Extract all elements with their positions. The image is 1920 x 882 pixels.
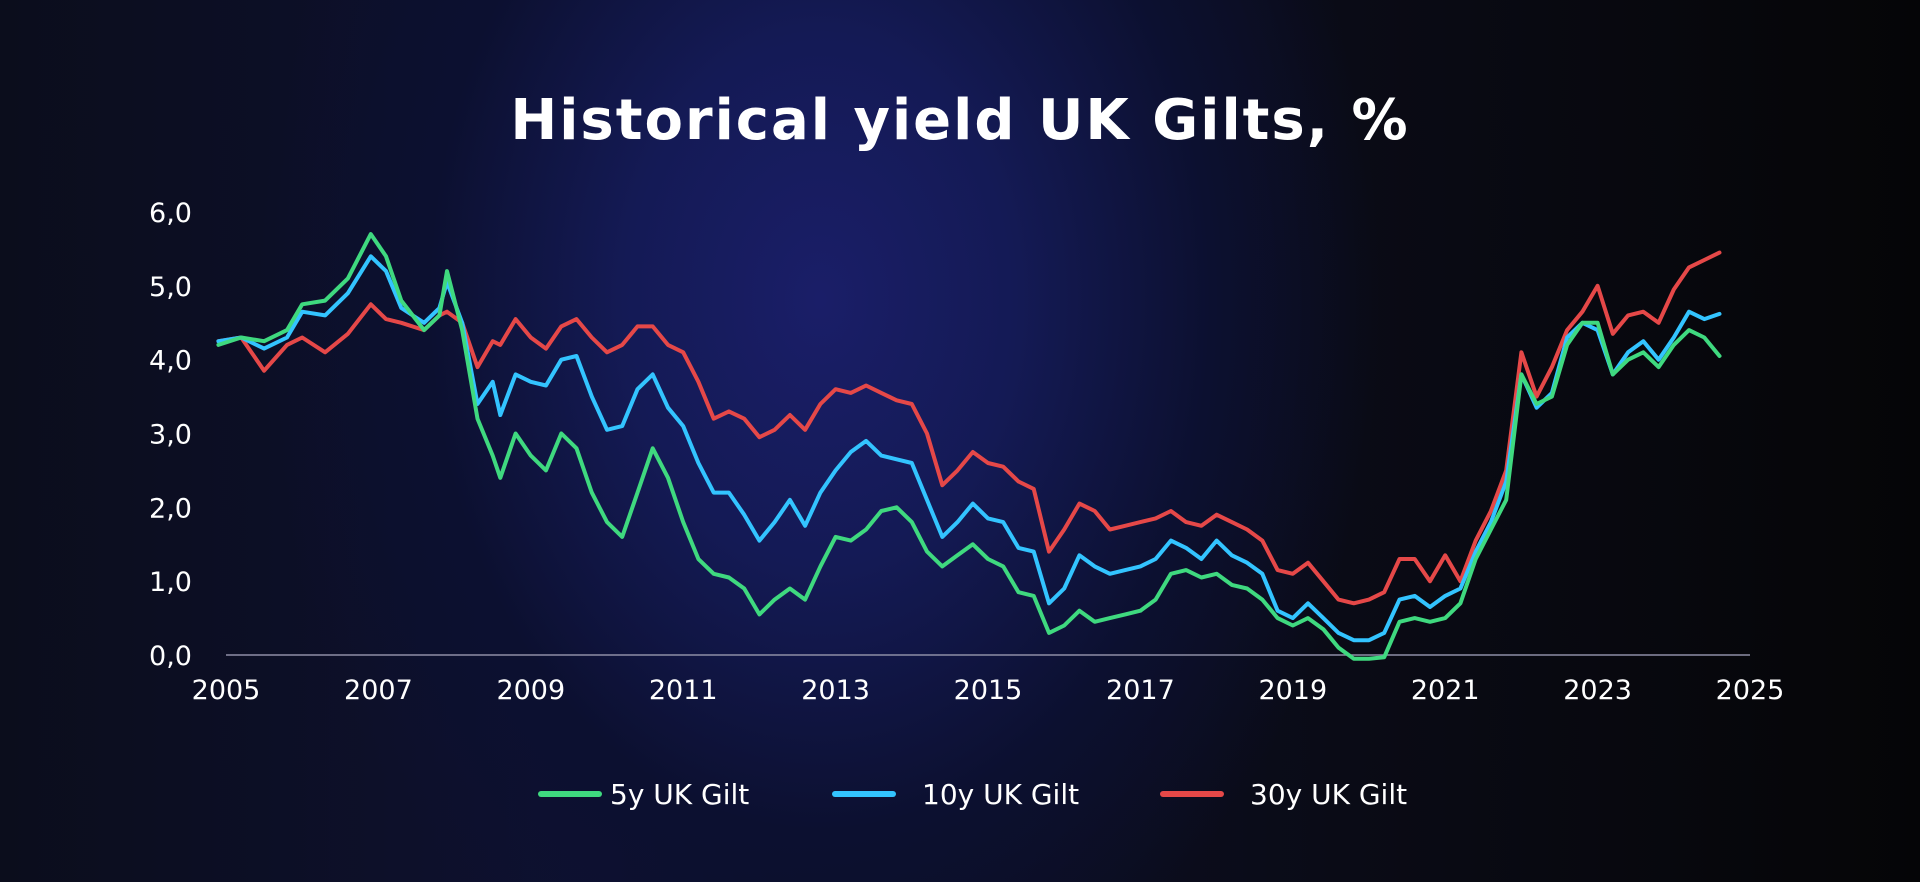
x-tick-label: 2017 [1106,675,1175,706]
legend-label: 30y UK Gilt [1250,777,1408,811]
y-tick-label: 6,0 [149,198,192,229]
series-line-3 [216,250,1722,606]
x-tick-label: 2019 [1258,675,1327,706]
x-tick-label: 2007 [344,675,413,706]
x-axis-labels: 2005 2007 2009 2011 2013 2015 2017 2019 2021 2023… [192,675,1785,706]
legend-label: 5y UK Gilt [610,777,750,811]
legend-item: 10y UK Gilt [832,772,1079,816]
legend-swatch [538,791,602,797]
legend-item: 30y UK Gilt [1160,772,1407,816]
series-line-2 [216,254,1722,643]
series-lines [216,232,1722,661]
x-tick-label: 2005 [192,675,261,706]
legend-item: 5y UK Gilt [538,772,749,816]
chart-title: Historical yield UK Gilts, % [510,88,1410,153]
y-tick-label: 2,0 [149,493,192,524]
x-tick-label: 2021 [1411,675,1480,706]
x-tick-label: 2015 [954,675,1023,706]
y-tick-label: 1,0 [149,567,192,598]
y-tick-label: 4,0 [149,346,192,377]
series-line-1 [216,232,1722,661]
y-tick-label: 0,0 [149,641,192,672]
legend: 5y UK Gilt 10y UK Gilt 30y UK Gilt [0,772,1920,816]
x-tick-label: 2025 [1716,675,1785,706]
legend-label: 10y UK Gilt [922,777,1080,811]
legend-swatch [1160,791,1224,797]
x-tick-label: 2023 [1563,675,1632,706]
y-axis-labels: 0,0 1,0 2,0 3,0 4,0 5,0 6,0 [149,198,192,672]
y-tick-label: 5,0 [149,272,192,303]
x-tick-label: 2013 [801,675,870,706]
x-tick-label: 2009 [496,675,565,706]
legend-swatch [832,791,896,797]
y-tick-label: 3,0 [149,420,192,451]
x-tick-label: 2011 [649,675,718,706]
